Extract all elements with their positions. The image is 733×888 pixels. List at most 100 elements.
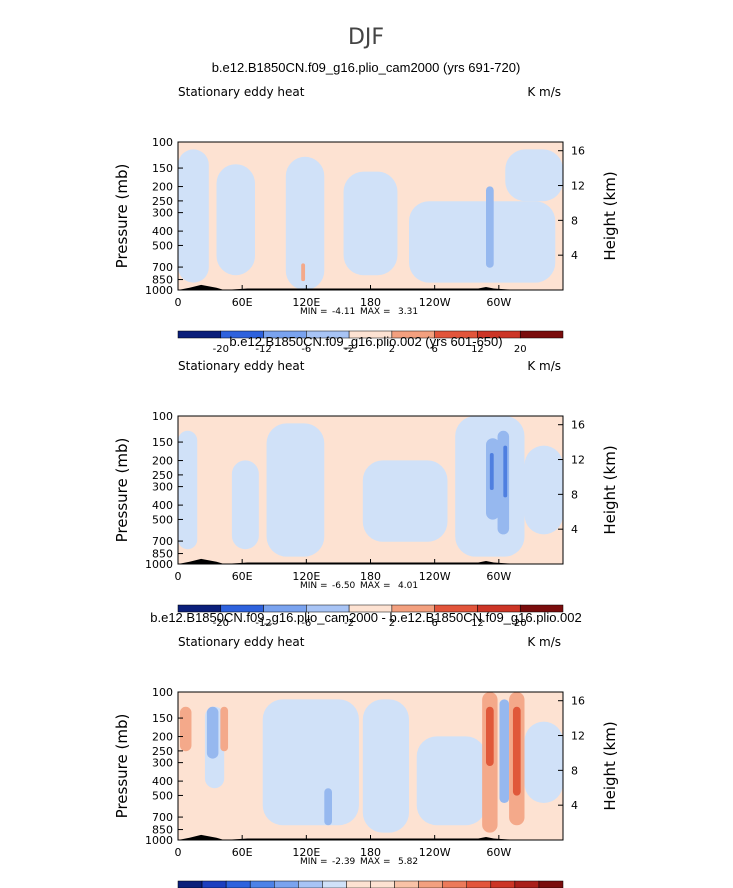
left-label: Stationary eddy heat [178, 85, 305, 99]
contour-region [503, 445, 508, 498]
units-label: K m/s [527, 85, 561, 99]
x-tick-label: 0 [175, 846, 182, 859]
colorbar-segment [519, 330, 564, 339]
x-tick-label: 60W [486, 296, 511, 309]
contour-region [216, 164, 255, 276]
contour-region [505, 149, 563, 202]
y-right-tick-label: 8 [571, 488, 578, 501]
x-tick-label: 60E [232, 570, 253, 583]
y-tick-label: 250 [152, 745, 173, 758]
y-axis-label: Pressure (mb) [113, 438, 131, 543]
chart-panel-1: b.e12.B1850CN.f09_g16.plio_cam2000 (yrs … [113, 60, 619, 355]
contour-region [524, 445, 563, 535]
colorbar-label: -20 [213, 344, 229, 355]
contour-region [497, 430, 510, 535]
y-right-axis-label: Height (km) [601, 171, 619, 260]
max-label: MAX = [360, 581, 391, 591]
colorbar-label: -12 [255, 344, 271, 355]
colorbar-segment [177, 880, 203, 888]
min-label: MIN = [300, 307, 328, 317]
x-tick-label: 120E [292, 296, 320, 309]
y-tick-label: 850 [152, 548, 173, 561]
colorbar-segment [394, 880, 419, 888]
colorbar-label: -2 [344, 618, 354, 629]
contour-region [409, 201, 556, 283]
colorbar-label: 6 [431, 618, 437, 629]
y-tick-label: 500 [152, 239, 173, 252]
max-value: 5.82 [398, 857, 418, 867]
colorbar-label: 2 [389, 344, 395, 355]
y-tick-label: 1000 [145, 284, 173, 297]
max-label: MAX = [360, 857, 391, 867]
contour-region [178, 149, 209, 283]
contour-region [512, 706, 521, 796]
y-right-tick-label: 4 [571, 799, 578, 812]
min-label: MIN = [300, 581, 328, 591]
colorbar-segment [490, 880, 516, 888]
y-right-tick-label: 12 [571, 730, 585, 743]
y-axis-label: Pressure (mb) [113, 164, 131, 269]
min-value: -6.50 [332, 581, 356, 591]
chart-title: b.e12.B1850CN.f09_g16.plio_cam2000 - b.e… [150, 610, 582, 625]
y-tick-label: 250 [152, 195, 173, 208]
y-right-tick-label: 12 [571, 180, 585, 193]
contour-region [231, 460, 259, 550]
max-value: 4.01 [398, 581, 418, 591]
y-tick-label: 200 [152, 455, 173, 468]
contour-region [524, 721, 563, 803]
x-tick-label: 180 [360, 296, 381, 309]
contour-region [285, 156, 325, 290]
x-tick-label: 60E [232, 846, 253, 859]
colorbar-label: 12 [471, 618, 484, 629]
contour-region [206, 706, 219, 759]
contour-region [362, 699, 409, 833]
colorbar-segment [370, 880, 395, 888]
contour-region [220, 706, 229, 752]
max-label: MAX = [360, 307, 391, 317]
contour-region [343, 171, 398, 276]
y-right-tick-label: 12 [571, 454, 585, 467]
chart-panel-3: b.e12.B1850CN.f09_g16.plio_cam2000 - b.e… [113, 610, 619, 888]
y-right-tick-label: 8 [571, 764, 578, 777]
colorbar-segment [225, 880, 251, 888]
colorbar-segment [442, 880, 467, 888]
y-tick-label: 100 [152, 410, 173, 423]
y-right-tick-label: 16 [571, 419, 585, 432]
colorbar-label: 20 [514, 618, 527, 629]
page-title: DJF [348, 25, 384, 50]
x-tick-label: 120W [419, 570, 451, 583]
colorbar-label: -2 [344, 344, 354, 355]
contour-region [486, 186, 494, 268]
contour-region [301, 263, 306, 282]
y-tick-label: 150 [152, 162, 173, 175]
min-value: -4.11 [332, 307, 355, 317]
y-tick-label: 200 [152, 731, 173, 744]
y-tick-label: 150 [152, 712, 173, 725]
y-tick-label: 300 [152, 481, 173, 494]
contour-region [324, 788, 332, 826]
colorbar-label: 2 [389, 618, 395, 629]
contour-region [266, 423, 325, 557]
colorbar-segment [298, 880, 323, 888]
colorbar-segment [201, 880, 227, 888]
y-tick-label: 1000 [145, 834, 173, 847]
y-tick-label: 850 [152, 274, 173, 287]
x-tick-label: 120W [419, 846, 451, 859]
contour-region [489, 453, 494, 490]
y-right-tick-label: 16 [571, 695, 585, 708]
y-tick-label: 100 [152, 686, 173, 699]
contour-region [499, 699, 510, 803]
contour-region [179, 706, 192, 752]
colorbar-segment [519, 604, 564, 613]
x-tick-label: 180 [360, 570, 381, 583]
y-tick-label: 300 [152, 757, 173, 770]
colorbar-segment [322, 880, 347, 888]
colorbar-segment [538, 880, 564, 888]
topography [178, 834, 517, 840]
y-right-tick-label: 16 [571, 145, 585, 158]
colorbar-segment [249, 880, 275, 888]
x-tick-label: 60E [232, 296, 253, 309]
y-tick-label: 500 [152, 513, 173, 526]
x-tick-label: 180 [360, 846, 381, 859]
colorbar-segment [418, 880, 443, 888]
